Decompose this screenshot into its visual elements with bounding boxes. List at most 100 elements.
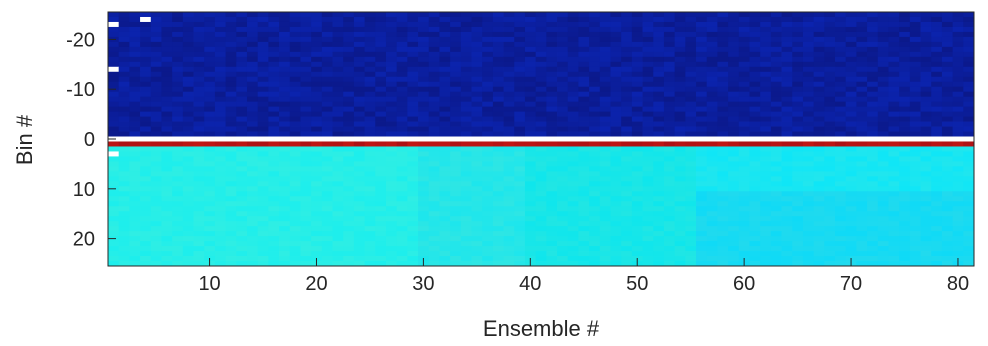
heatmap-cell (172, 66, 184, 73)
heatmap-cell (514, 236, 526, 242)
heatmap-cell (899, 151, 911, 157)
heatmap-cell (332, 231, 344, 237)
heatmap-cell (888, 91, 900, 98)
heatmap-cell (118, 156, 130, 162)
heatmap-cell (663, 41, 676, 48)
heatmap-cell (418, 191, 430, 197)
heatmap-cell (578, 51, 590, 58)
heatmap-cell (557, 181, 569, 187)
heatmap-cell (557, 256, 569, 262)
heatmap-cell (460, 141, 472, 147)
heatmap-cell (214, 186, 226, 192)
heatmap-cell (150, 116, 162, 122)
heatmap-cell (931, 101, 943, 108)
heatmap-cell (963, 241, 975, 247)
heatmap-cell (385, 86, 398, 93)
heatmap-cell (182, 121, 194, 127)
heatmap-cell (835, 81, 847, 88)
heatmap-cell (963, 131, 975, 137)
heatmap-cell (802, 96, 815, 103)
heatmap-cell (706, 221, 718, 227)
heatmap-cell (738, 186, 750, 192)
heatmap-cell (941, 221, 954, 227)
heatmap-cell (706, 211, 718, 217)
heatmap-cell (321, 246, 333, 252)
heatmap-cell (140, 191, 152, 197)
heatmap-cell (204, 12, 216, 18)
heatmap-cell (321, 256, 333, 262)
heatmap-cell (738, 106, 750, 113)
heatmap-cell (770, 221, 782, 227)
heatmap-cell (792, 151, 804, 157)
heatmap-cell (353, 161, 365, 167)
heatmap-cell (589, 191, 601, 197)
heatmap-cell (439, 241, 451, 247)
heatmap-cell (257, 181, 269, 187)
heatmap-cell (706, 36, 718, 43)
heatmap-cell (332, 91, 344, 98)
heatmap-cell (931, 16, 943, 23)
heatmap-cell (343, 51, 355, 58)
heatmap-cell (214, 16, 226, 23)
heatmap-cell (963, 171, 975, 177)
heatmap-cell (856, 216, 868, 222)
heatmap-cell (514, 216, 526, 222)
heatmap-cell (225, 96, 237, 103)
heatmap-cell (867, 166, 879, 172)
heatmap-cell (909, 146, 921, 152)
heatmap-cell (193, 201, 205, 207)
heatmap-cell (246, 166, 259, 172)
heatmap-cell (524, 21, 537, 28)
heatmap-cell (439, 106, 451, 113)
heatmap-cell (257, 256, 269, 262)
heatmap-cell (471, 206, 483, 212)
heatmap-cell (717, 161, 729, 167)
heatmap-cell (482, 71, 494, 78)
heatmap-cell (204, 41, 216, 48)
heatmap-cell (653, 221, 665, 227)
heatmap-cell (792, 241, 804, 247)
heatmap-cell (685, 151, 697, 157)
heatmap-cell (407, 241, 419, 247)
heatmap-cell (792, 81, 804, 88)
heatmap-cell (749, 71, 761, 78)
heatmap-cell (567, 166, 579, 172)
heatmap-cell (909, 12, 921, 18)
heatmap-cell (214, 231, 226, 237)
heatmap-cell (246, 161, 259, 167)
heatmap-cell (706, 246, 718, 252)
heatmap-cell (909, 136, 921, 142)
heatmap-cell (952, 236, 964, 242)
heatmap-cell (161, 176, 173, 182)
heatmap-cell (802, 231, 815, 237)
heatmap-cell (353, 236, 365, 242)
heatmap-cell (140, 211, 152, 217)
heatmap-cell (172, 26, 184, 33)
heatmap-cell (450, 91, 462, 98)
heatmap-cell (835, 136, 847, 142)
heatmap-cell (824, 26, 836, 33)
heatmap-cell (471, 71, 483, 78)
heatmap-cell (289, 176, 301, 182)
heatmap-cell (578, 96, 590, 103)
heatmap-cell (161, 31, 173, 38)
heatmap-cell (418, 36, 430, 43)
heatmap-cell (311, 51, 323, 58)
heatmap-cell (321, 91, 333, 98)
heatmap-cell (279, 186, 291, 192)
heatmap-cell (653, 186, 665, 192)
heatmap-cell (225, 106, 237, 113)
heatmap-cell (802, 251, 815, 257)
heatmap-cell (621, 191, 633, 197)
heatmap-cell (332, 151, 344, 157)
heatmap-cell (407, 191, 419, 197)
heatmap-cell (172, 121, 184, 127)
heatmap-cell (225, 41, 237, 48)
heatmap-cell (738, 121, 750, 127)
heatmap-cell (792, 196, 804, 202)
heatmap-cell (610, 231, 622, 237)
heatmap-cell (129, 191, 141, 197)
heatmap-cell (781, 211, 793, 217)
heatmap-cell (663, 81, 676, 88)
heatmap-cell (140, 21, 152, 28)
